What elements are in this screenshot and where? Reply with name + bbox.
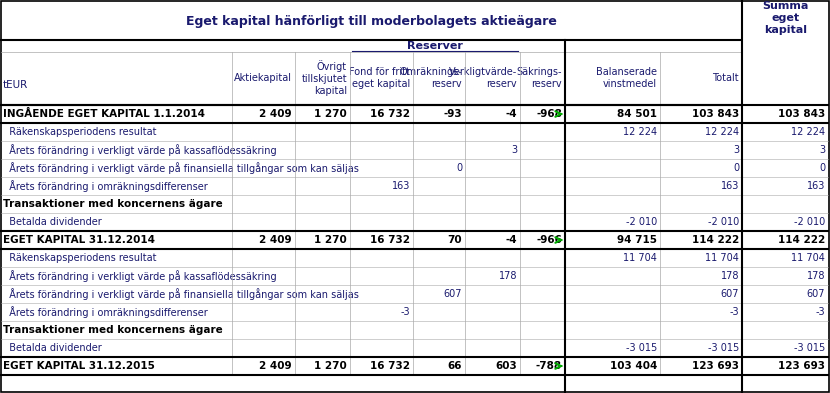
Text: 607: 607 [720,289,739,299]
Text: -3 015: -3 015 [708,343,739,353]
Text: Verkligtvärde-
reserv: Verkligtvärde- reserv [449,67,517,89]
Text: 11 704: 11 704 [623,253,657,263]
Text: 3: 3 [733,145,739,155]
Text: Årets förändring i verkligt värde på finansiella tillgångar som kan säljas: Årets förändring i verkligt värde på fin… [3,288,359,300]
Text: tEUR: tEUR [3,80,28,90]
Text: 607: 607 [443,289,462,299]
Text: -3 015: -3 015 [793,343,825,353]
Text: 0: 0 [819,163,825,173]
Text: 123 693: 123 693 [692,361,739,371]
Text: 178: 178 [499,271,517,281]
Text: Årets förändring i omräkningsdifferenser: Årets förändring i omräkningsdifferenser [3,180,208,192]
Text: 1 270: 1 270 [315,235,347,245]
Text: Årets förändring i verkligt värde på kassaflödessäkring: Årets förändring i verkligt värde på kas… [3,270,276,282]
Text: 123 693: 123 693 [778,361,825,371]
Text: 163: 163 [392,181,410,191]
Text: 11 704: 11 704 [791,253,825,263]
Text: 114 222: 114 222 [691,235,739,245]
Text: Årets förändring i verkligt värde på kassaflödessäkring: Årets förändring i verkligt värde på kas… [3,144,276,156]
Text: Betalda dividender: Betalda dividender [3,217,102,227]
Text: EGET KAPITAL 31.12.2014: EGET KAPITAL 31.12.2014 [3,235,155,245]
Text: 103 843: 103 843 [691,109,739,119]
Text: 103 404: 103 404 [609,361,657,371]
Text: Räkenskapsperiodens resultat: Räkenskapsperiodens resultat [3,253,157,263]
Text: 3: 3 [819,145,825,155]
Text: -3 015: -3 015 [626,343,657,353]
Text: 0: 0 [733,163,739,173]
Text: Eget kapital hänförligt till moderbolagets aktieägare: Eget kapital hänförligt till moderbolage… [186,15,556,29]
Text: -93: -93 [443,109,462,119]
Text: -2 010: -2 010 [626,217,657,227]
Text: 12 224: 12 224 [705,127,739,137]
Text: 12 224: 12 224 [622,127,657,137]
Text: Räkenskapsperiodens resultat: Räkenskapsperiodens resultat [3,127,157,137]
Text: 16 732: 16 732 [370,361,410,371]
Text: 178: 178 [720,271,739,281]
Text: EGET KAPITAL 31.12.2015: EGET KAPITAL 31.12.2015 [3,361,155,371]
Text: 178: 178 [807,271,825,281]
Text: 11 704: 11 704 [706,253,739,263]
Text: 2 409: 2 409 [260,109,292,119]
Text: 84 501: 84 501 [617,109,657,119]
Text: 163: 163 [807,181,825,191]
Text: INGÅENDE EGET KAPITAL 1.1.2014: INGÅENDE EGET KAPITAL 1.1.2014 [3,109,205,119]
Text: 16 732: 16 732 [370,235,410,245]
Text: 66: 66 [447,361,462,371]
Text: 1 270: 1 270 [315,361,347,371]
Text: -966: -966 [536,235,562,245]
Text: 16 732: 16 732 [370,109,410,119]
Text: 103 843: 103 843 [778,109,825,119]
Text: -3: -3 [730,307,739,317]
Text: Betalda dividender: Betalda dividender [3,343,102,353]
Text: -968: -968 [536,109,562,119]
Text: 114 222: 114 222 [778,235,825,245]
Text: Årets förändring i verkligt värde på finansiella tillgångar som kan säljas: Årets förändring i verkligt värde på fin… [3,162,359,174]
Text: 2 409: 2 409 [260,235,292,245]
Text: 94 715: 94 715 [617,235,657,245]
Text: Balanserade
vinstmedel: Balanserade vinstmedel [596,67,657,89]
Text: Årets förändring i omräkningsdifferenser: Årets förändring i omräkningsdifferenser [3,306,208,318]
Text: 3: 3 [511,145,517,155]
Text: Övrigt
tillskjutet
kapital: Övrigt tillskjutet kapital [301,60,347,96]
Text: Omräknings-
reserv: Omräknings- reserv [399,67,462,89]
Text: 0: 0 [456,163,462,173]
Text: Reserver: Reserver [407,41,463,51]
Text: -3: -3 [400,307,410,317]
Text: Summa
eget
kapital: Summa eget kapital [762,2,808,35]
Text: 607: 607 [807,289,825,299]
Text: -4: -4 [505,109,517,119]
Text: Säkrings-
reserv: Säkrings- reserv [516,67,562,89]
Text: -2 010: -2 010 [793,217,825,227]
Text: Totalt: Totalt [712,73,739,83]
Text: 163: 163 [720,181,739,191]
Text: 2 409: 2 409 [260,361,292,371]
Text: Aktiekapital: Aktiekapital [234,73,292,83]
Text: -4: -4 [505,235,517,245]
Text: Fond för fritt
eget kapital: Fond för fritt eget kapital [349,67,410,89]
Text: 603: 603 [496,361,517,371]
Text: -2 010: -2 010 [708,217,739,227]
Text: 1 270: 1 270 [315,109,347,119]
Text: 12 224: 12 224 [791,127,825,137]
Text: -3: -3 [815,307,825,317]
Text: 70: 70 [447,235,462,245]
Text: Transaktioner med koncernens ägare: Transaktioner med koncernens ägare [3,325,222,335]
Text: -788: -788 [536,361,562,371]
Text: Transaktioner med koncernens ägare: Transaktioner med koncernens ägare [3,199,222,209]
